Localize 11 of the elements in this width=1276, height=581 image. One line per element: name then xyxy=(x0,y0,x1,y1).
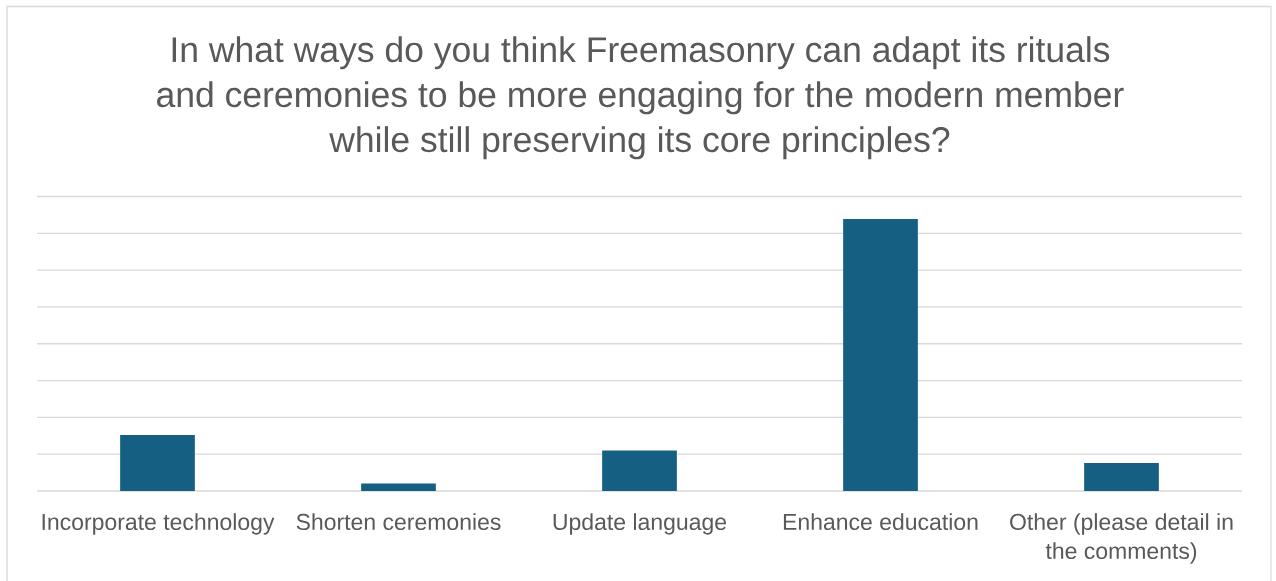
x-tick-label: Shorten ceremonies xyxy=(296,513,501,531)
x-tick-label: Enhance education xyxy=(783,513,978,531)
x-tick-label: Incorporate technology xyxy=(42,513,275,535)
bar xyxy=(361,483,436,491)
bar xyxy=(1084,462,1159,491)
bar xyxy=(843,218,918,491)
bar xyxy=(602,450,677,491)
x-tick-label: Update language xyxy=(553,513,727,535)
bar xyxy=(120,434,195,491)
chart-title: In what ways do you think Freemasonry can adapt its rituals and ceremonies to be more engaging for the modern member while still preserving its core principles? xyxy=(157,36,1124,160)
x-tick-label: Other (please detail in the comments) xyxy=(1010,513,1233,564)
